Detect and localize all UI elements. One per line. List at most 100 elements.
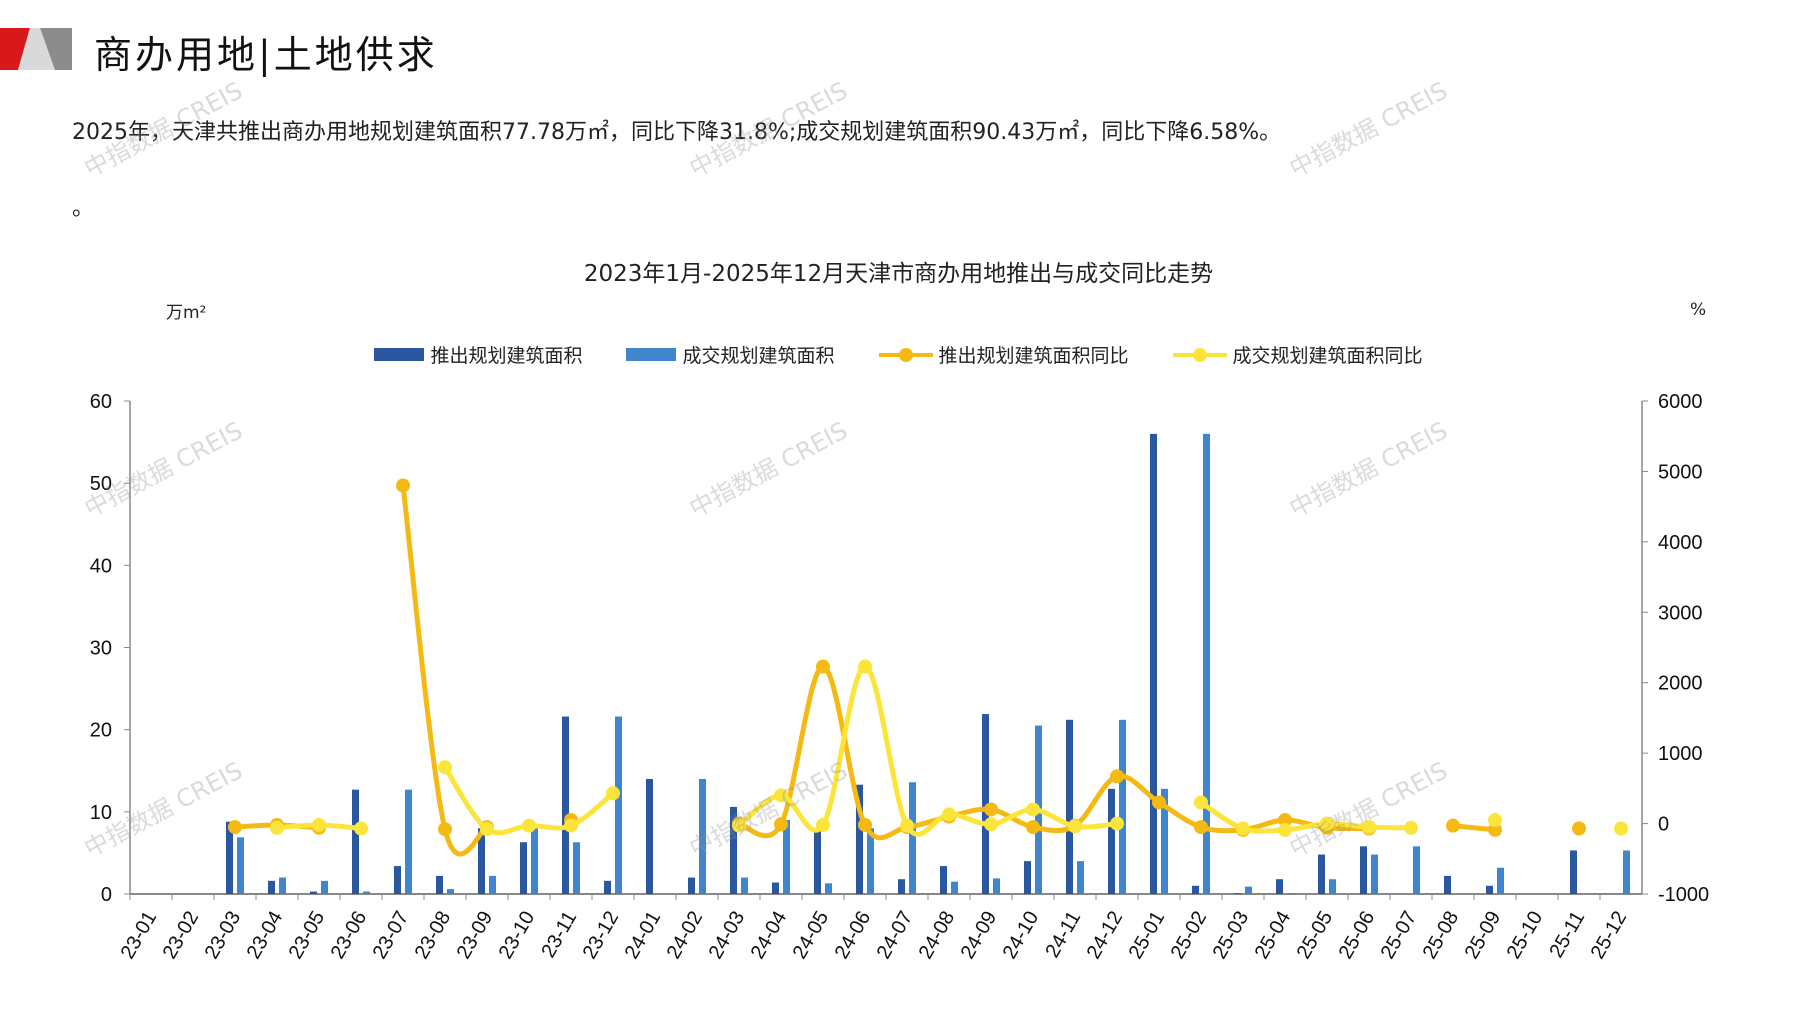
x-tick-label: 24-11	[1041, 908, 1085, 962]
x-tick-label: 24-02	[663, 908, 708, 963]
x-tick-label: 24-07	[873, 908, 918, 963]
deal-yoy-point	[354, 821, 368, 836]
deal-area-bar	[1287, 893, 1294, 894]
deal-area-bar	[1161, 788, 1168, 894]
x-tick-label: 25-07	[1377, 908, 1422, 963]
deal-yoy-point	[564, 818, 578, 833]
right-tick-label: 5000	[1658, 461, 1703, 483]
deal-area-bar	[237, 837, 244, 894]
deal-yoy-point	[1362, 820, 1376, 835]
deal-yoy-point	[1320, 816, 1334, 831]
legend-label: 成交规划建筑面积	[682, 345, 835, 367]
legend-label: 成交规划建筑面积同比	[1232, 345, 1423, 367]
legend-label: 推出规划建筑面积	[430, 345, 583, 367]
deal-yoy-point	[1110, 816, 1124, 831]
deal-area-bar	[405, 789, 412, 894]
legend-launch-yoy: 推出规划建筑面积同比	[878, 341, 1129, 368]
x-tick-label: 23-05	[285, 908, 330, 963]
deal-area-bar	[1371, 854, 1378, 894]
deal-yoy-point	[984, 817, 998, 832]
x-tick-label: 25-06	[1335, 908, 1380, 963]
deal-area-bar	[741, 877, 748, 894]
deal-yoy-point	[816, 817, 830, 832]
launch-yoy-line	[400, 483, 490, 857]
launch-yoy-point	[1488, 822, 1502, 837]
trailing-mark: 。	[72, 196, 95, 221]
left-tick-label: 10	[90, 802, 112, 824]
launch-area-bar	[1570, 850, 1577, 894]
launch-area-bar	[436, 875, 443, 894]
legend-swatch	[626, 348, 677, 361]
x-tick-label: 24-08	[915, 908, 960, 963]
deal-yoy-point	[270, 820, 284, 835]
launch-yoy-point	[1278, 813, 1292, 828]
deal-yoy-point	[1614, 821, 1628, 836]
deal-area-bar	[1077, 861, 1084, 894]
left-axis-unit: 万m²	[166, 303, 207, 323]
x-tick-label: 25-02	[1167, 908, 1212, 963]
deal-area-bar	[951, 881, 958, 894]
launch-area-bar	[1360, 846, 1367, 894]
deal-yoy-point	[1194, 795, 1208, 810]
x-tick-label: 23-03	[201, 908, 246, 963]
launch-yoy-point	[774, 817, 788, 832]
legend-swatch	[1172, 345, 1227, 365]
x-tick-label: 23-11	[537, 908, 581, 962]
launch-area-bar	[226, 821, 233, 894]
launch-area-bar	[1486, 885, 1493, 894]
x-tick-label: 23-06	[327, 908, 372, 963]
launch-area-bar	[1150, 433, 1157, 894]
deal-yoy-line	[736, 664, 1120, 837]
x-tick-label: 23-07	[369, 908, 414, 963]
x-tick-label: 24-09	[957, 908, 1002, 963]
deal-area-bar	[321, 880, 328, 894]
deal-area-bar	[447, 889, 454, 894]
legend-swatch	[374, 348, 425, 361]
deal-yoy-point	[732, 818, 746, 833]
x-tick-label: 25-03	[1209, 908, 1254, 963]
deal-area-bar	[1245, 886, 1252, 894]
launch-yoy-point	[984, 802, 998, 817]
x-tick-label: 23-02	[159, 908, 204, 963]
x-tick-label: 23-08	[411, 908, 456, 963]
launch-yoy-point	[1446, 818, 1460, 833]
right-axis-unit: %	[1690, 300, 1707, 320]
brand-logo	[0, 28, 72, 70]
deal-area-bar	[489, 875, 496, 894]
summary-paragraph: 2025年，天津共推出商办用地规划建筑面积77.78万㎡，同比下降31.8%;成…	[72, 120, 1282, 145]
launch-area-bar	[268, 880, 275, 894]
x-tick-label: 23-04	[243, 908, 288, 963]
launch-area-bar	[562, 716, 569, 894]
left-tick-label: 40	[90, 555, 112, 577]
launch-area-bar	[940, 866, 947, 894]
deal-area-bar	[615, 716, 622, 894]
chart-title: 2023年1月-2025年12月天津市商办用地推出与成交同比走势	[583, 261, 1214, 287]
right-tick-label: 0	[1658, 814, 1669, 836]
x-tick-label: 24-01	[621, 908, 666, 963]
page-title: 商办用地|土地供求	[94, 33, 438, 77]
deal-yoy-point	[1404, 820, 1418, 835]
launch-area-bar	[772, 882, 779, 894]
launch-area-bar	[394, 866, 401, 894]
launch-yoy-point	[438, 822, 452, 837]
right-tick-label: 6000	[1658, 391, 1703, 413]
deal-area-bar	[699, 778, 706, 894]
deal-area-bar	[1497, 867, 1504, 894]
left-tick-label: 50	[90, 473, 112, 495]
launch-yoy-point	[858, 817, 872, 832]
deal-area-bar	[825, 883, 832, 894]
launch-area-bar	[646, 778, 653, 894]
deal-area-bar	[531, 828, 538, 894]
launch-yoy-point	[1194, 820, 1208, 835]
deal-yoy-point	[858, 659, 872, 674]
x-tick-label: 25-08	[1419, 908, 1464, 963]
left-tick-label: 30	[90, 638, 112, 660]
launch-yoy-point	[816, 659, 830, 674]
x-tick-label: 25-10	[1503, 908, 1548, 963]
x-tick-label: 25-01	[1125, 908, 1170, 963]
launch-area-bar	[898, 879, 905, 894]
launch-area-bar	[1108, 788, 1115, 894]
right-tick-label: -1000	[1658, 884, 1709, 906]
launch-area-bar	[520, 842, 527, 894]
